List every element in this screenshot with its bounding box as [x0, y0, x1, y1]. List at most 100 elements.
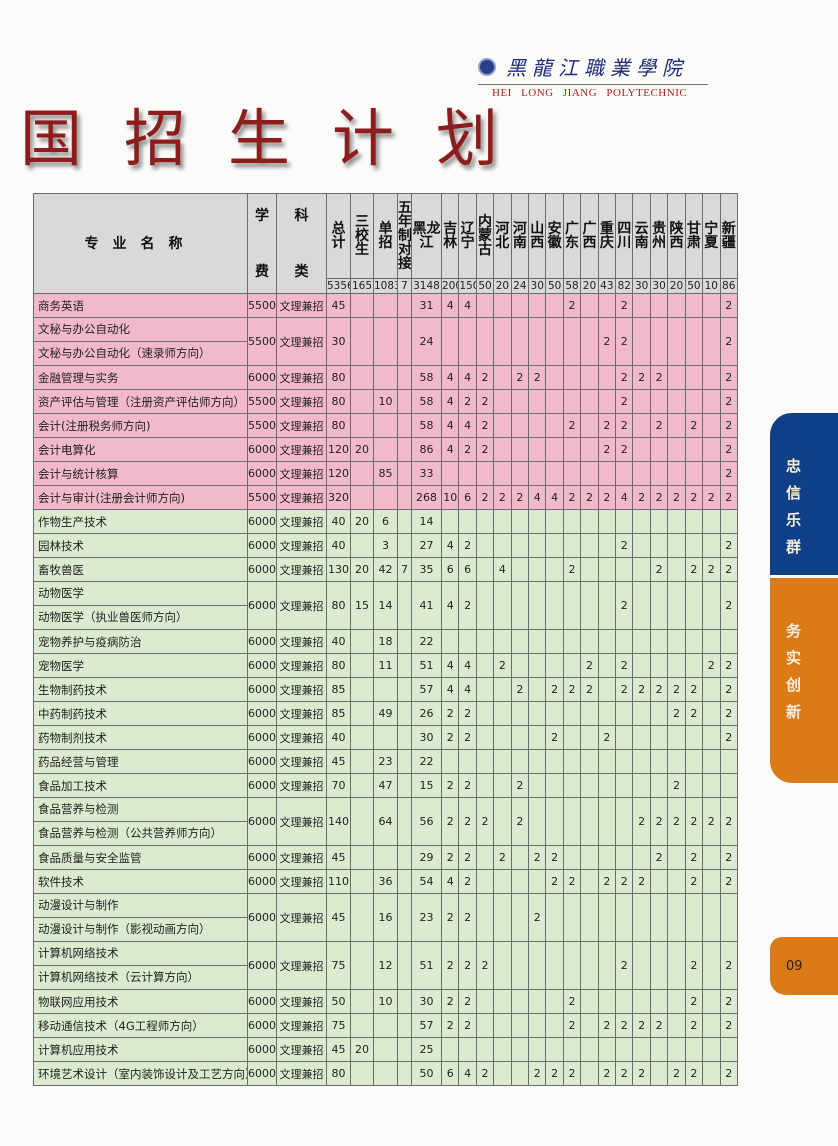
quota-cell — [632, 701, 651, 726]
major-name-variant: 文秘与办公自动化（速录师方向） — [34, 341, 247, 365]
quota-cell — [397, 533, 412, 558]
column-header-char: 学 — [255, 207, 269, 224]
quota-cell — [597, 701, 617, 726]
quota-cell: 49 — [373, 701, 398, 726]
quota-cell: 4 — [440, 413, 460, 438]
tuition-cell: 6000 — [247, 941, 277, 990]
quota-cell — [615, 1037, 634, 1062]
table-row: 食品营养与检测 食品营养与检测（公共营养师方向） 6000 文理兼招 140 64 56 2 2… — [33, 797, 738, 846]
quota-cell: 2 — [684, 1013, 704, 1038]
quota-cell — [702, 581, 721, 630]
quota-cell: 2 — [615, 869, 634, 894]
quota-cell: 30 — [411, 725, 442, 750]
quota-cell — [580, 533, 599, 558]
quota-cell: 2 — [458, 893, 477, 942]
quota-cell: 22 — [411, 749, 442, 774]
quota-cell — [615, 773, 634, 798]
quota-cell: 2 — [440, 989, 460, 1014]
quota-cell — [350, 629, 374, 654]
quota-cell — [615, 989, 634, 1014]
quota-cell: 4 — [440, 581, 460, 630]
quota-cell: 2 — [684, 413, 704, 438]
quota-cell — [493, 293, 512, 318]
quota-cell: 2 — [702, 653, 721, 678]
quota-cell — [597, 293, 617, 318]
quota-cell: 20 — [350, 1037, 374, 1062]
quota-cell — [493, 1061, 512, 1086]
quota-cell — [493, 509, 512, 534]
quota-cell — [350, 941, 374, 990]
quota-cell — [562, 797, 582, 846]
quota-cell — [580, 437, 599, 462]
quota-cell — [580, 293, 599, 318]
tuition-cell: 6000 — [247, 797, 277, 846]
quota-cell — [580, 509, 599, 534]
quota-cell: 40 — [326, 509, 351, 534]
quota-cell — [350, 485, 374, 510]
tuition-cell: 6000 — [247, 437, 277, 462]
table-row: 商务英语 5500 文理兼招 45 31 4 4 2 2 2 — [33, 293, 738, 318]
quota-cell: 2 — [510, 485, 530, 510]
tuition-cell: 6000 — [247, 461, 277, 486]
quota-cell — [397, 989, 412, 1014]
quota-cell — [667, 1037, 686, 1062]
quota-cell — [475, 677, 495, 702]
quota-cell — [562, 461, 582, 486]
quota-cell — [545, 701, 564, 726]
quota-cell — [684, 509, 704, 534]
total-cell: 20 — [580, 278, 599, 294]
quota-cell — [528, 437, 547, 462]
table-row: 食品加工技术 6000 文理兼招 70 47 15 2 2 2 2 — [33, 773, 738, 798]
quota-cell — [580, 701, 599, 726]
quota-cell: 45 — [326, 293, 351, 318]
quota-cell — [649, 581, 669, 630]
quota-cell — [510, 845, 530, 870]
tuition-cell: 6000 — [247, 749, 277, 774]
quota-cell — [667, 389, 686, 414]
quota-cell — [649, 389, 669, 414]
quota-cell — [632, 413, 651, 438]
quota-cell: 2 — [458, 797, 477, 846]
side-tab-text: 务实创新 — [786, 622, 802, 721]
column-header: 科类 — [276, 193, 327, 294]
quota-cell: 33 — [411, 461, 442, 486]
quota-cell — [440, 629, 460, 654]
quota-cell: 2 — [615, 365, 634, 390]
quota-cell: 10 — [440, 485, 460, 510]
quota-cell — [562, 749, 582, 774]
quota-cell — [649, 869, 669, 894]
table-row: 环境艺术设计（室内装饰设计及工艺方向） 6000 文理兼招 80 50 6 4 2 2 2 2 2 2 2… — [33, 1061, 738, 1086]
quota-cell — [528, 725, 547, 750]
column-header: 辽宁 — [458, 193, 477, 279]
quota-cell — [440, 749, 460, 774]
quota-cell — [667, 869, 686, 894]
category-cell: 文理兼招 — [276, 293, 327, 318]
major-name: 软件技术 — [33, 869, 248, 894]
quota-cell — [632, 581, 651, 630]
quota-cell: 4 — [458, 677, 477, 702]
quota-cell: 4 — [458, 653, 477, 678]
category-cell: 文理兼招 — [276, 317, 327, 366]
tuition-cell: 6000 — [247, 893, 277, 942]
quota-cell: 2 — [719, 413, 738, 438]
tuition-cell: 6000 — [247, 989, 277, 1014]
quota-cell: 25 — [411, 1037, 442, 1062]
quota-cell: 2 — [597, 485, 617, 510]
tuition-cell: 6000 — [247, 557, 277, 582]
table-row: 会计与统计核算 6000 文理兼招 120 85 33 2 — [33, 461, 738, 486]
quota-cell — [615, 749, 634, 774]
column-header: 河南 — [510, 193, 530, 279]
quota-cell — [545, 941, 564, 990]
logo-english-name: HEI LONG JIANG POLYTECHNIC — [492, 87, 688, 99]
category-cell: 文理兼招 — [276, 557, 327, 582]
quota-cell — [493, 533, 512, 558]
quota-cell — [719, 629, 738, 654]
quota-cell: 2 — [562, 869, 582, 894]
table-row: 计算机网络技术 计算机网络技术（云计算方向） 6000 文理兼招 75 12 51 2 2 2 2 2… — [33, 941, 738, 990]
quota-cell — [580, 413, 599, 438]
quota-cell — [397, 845, 412, 870]
quota-cell — [702, 701, 721, 726]
quota-cell — [580, 989, 599, 1014]
quota-cell — [684, 317, 704, 366]
quota-cell — [632, 509, 651, 534]
